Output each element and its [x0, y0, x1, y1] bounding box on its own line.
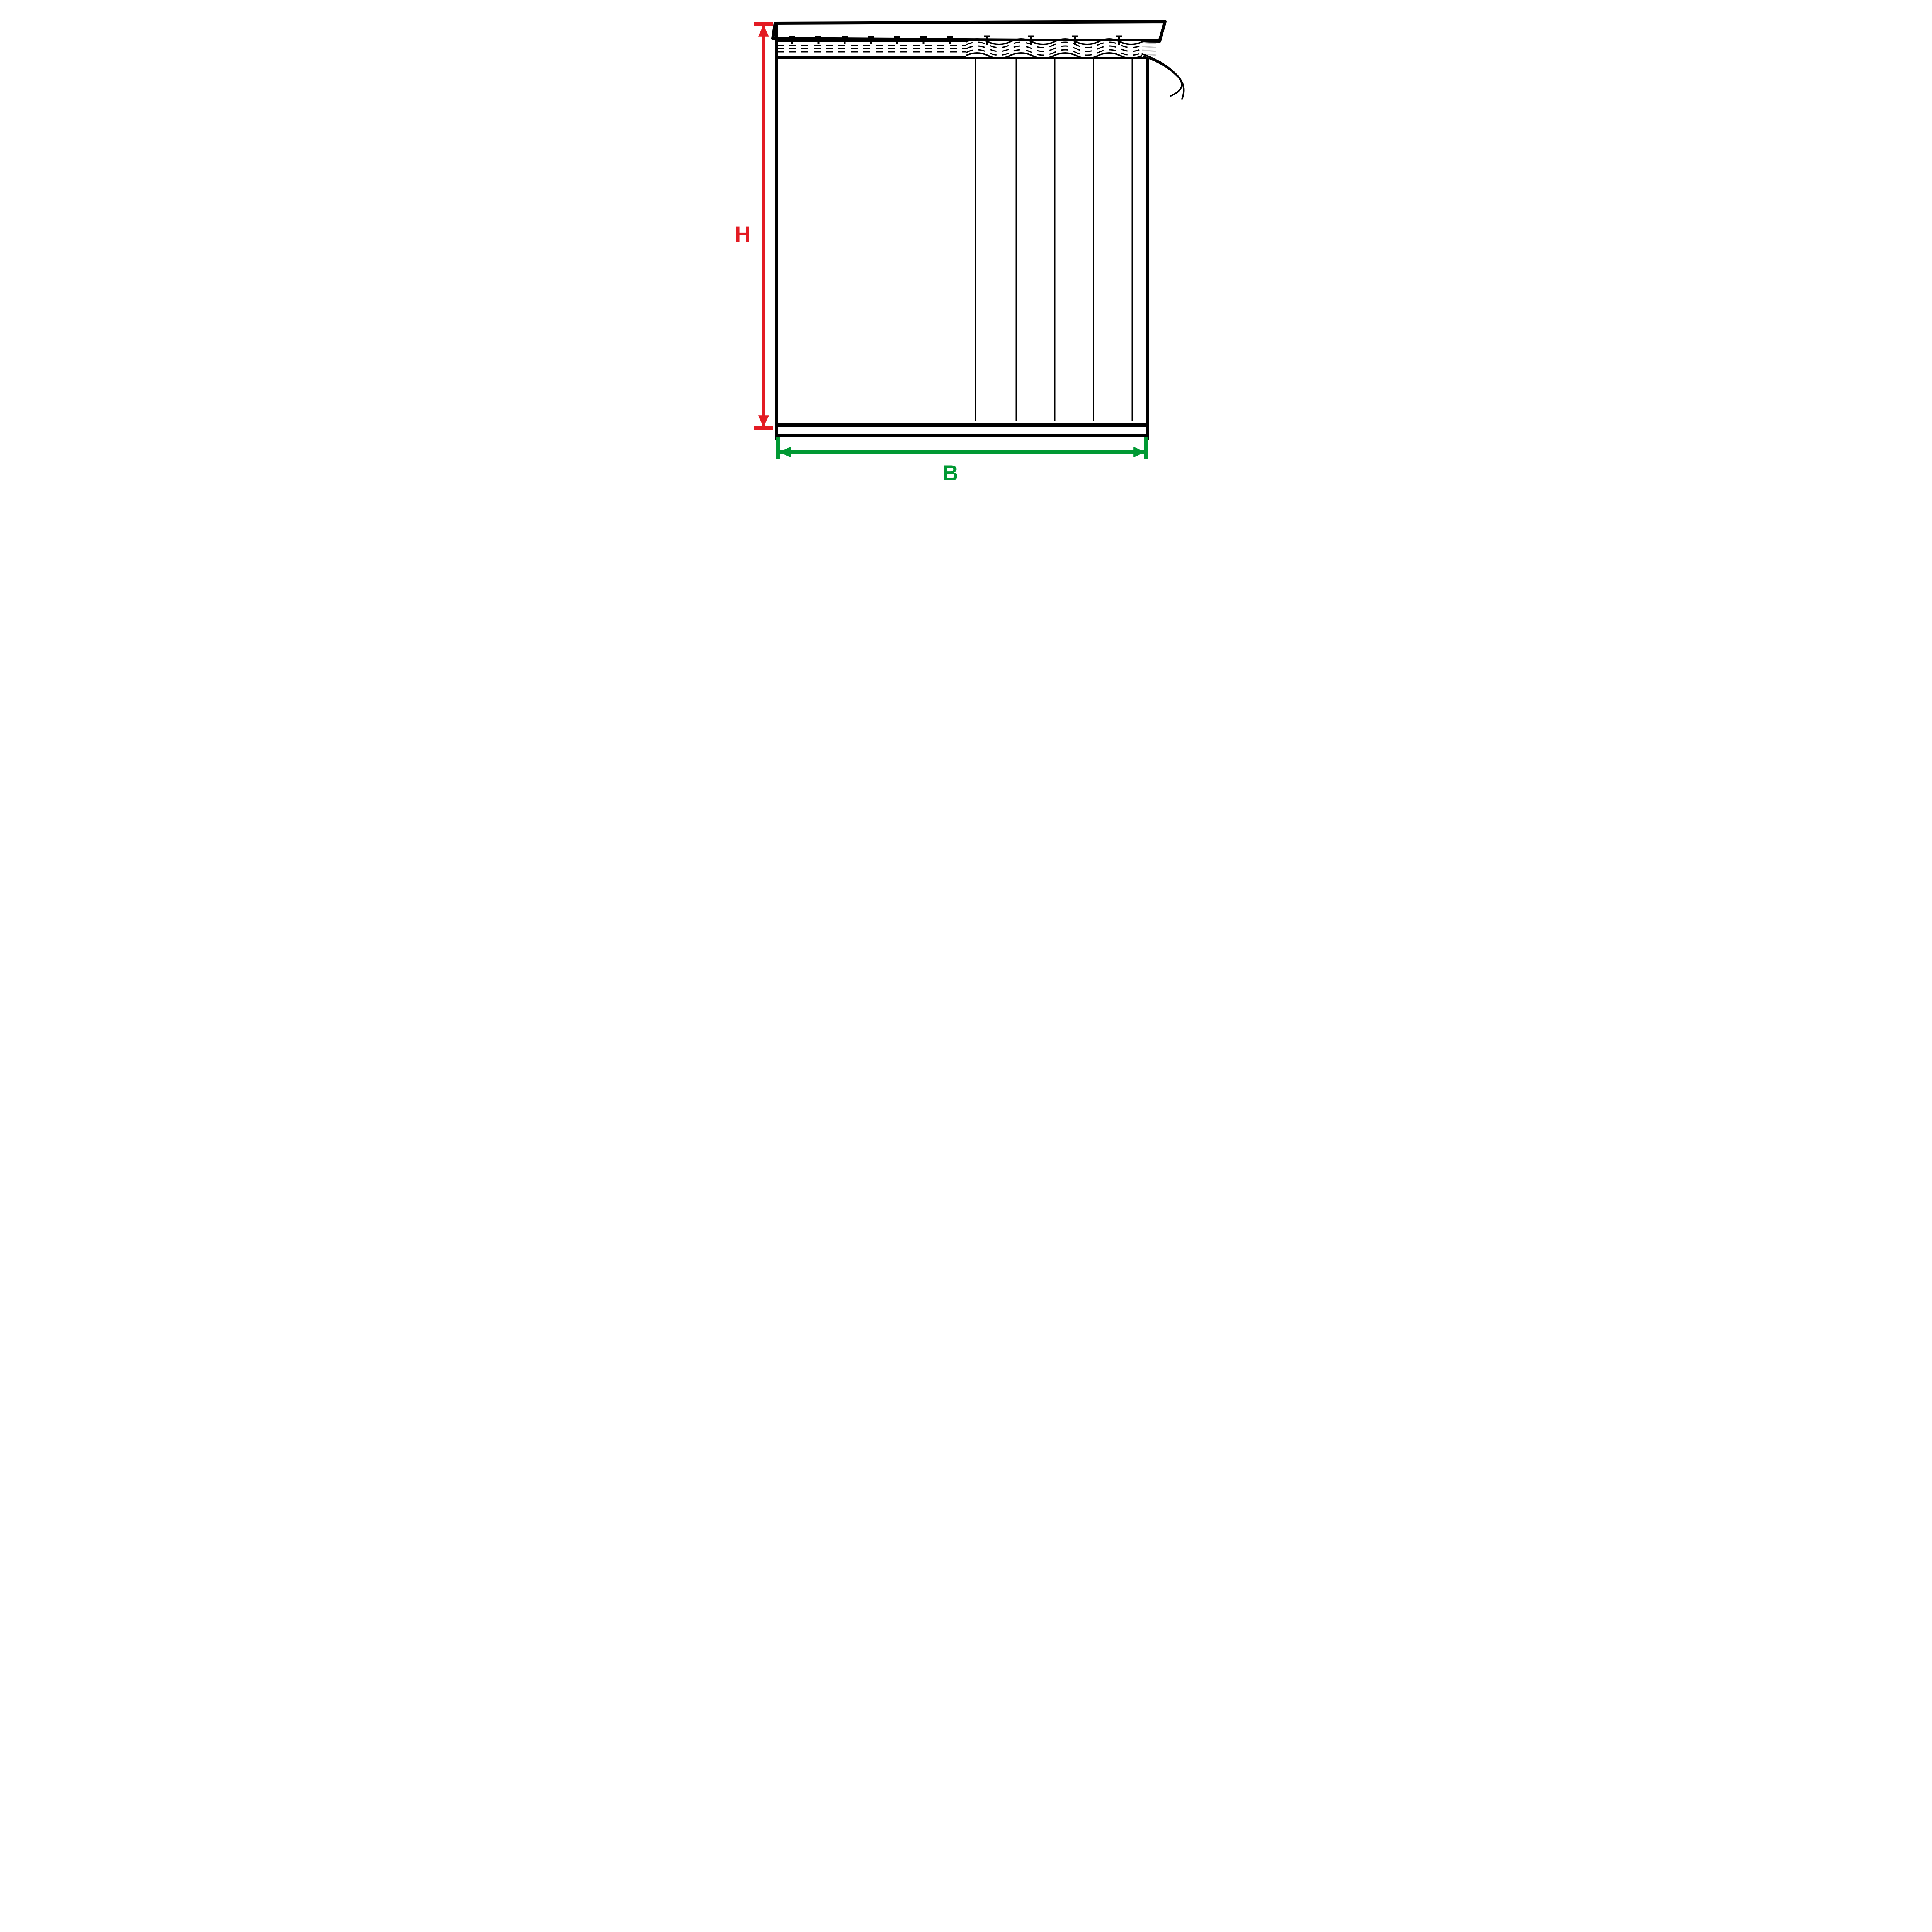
dimension-height-label: H	[735, 222, 750, 246]
curtain-dimension-diagram: HB	[734, 0, 1198, 482]
dimension-width-label: B	[943, 461, 958, 482]
bottom-bar	[777, 425, 1148, 436]
